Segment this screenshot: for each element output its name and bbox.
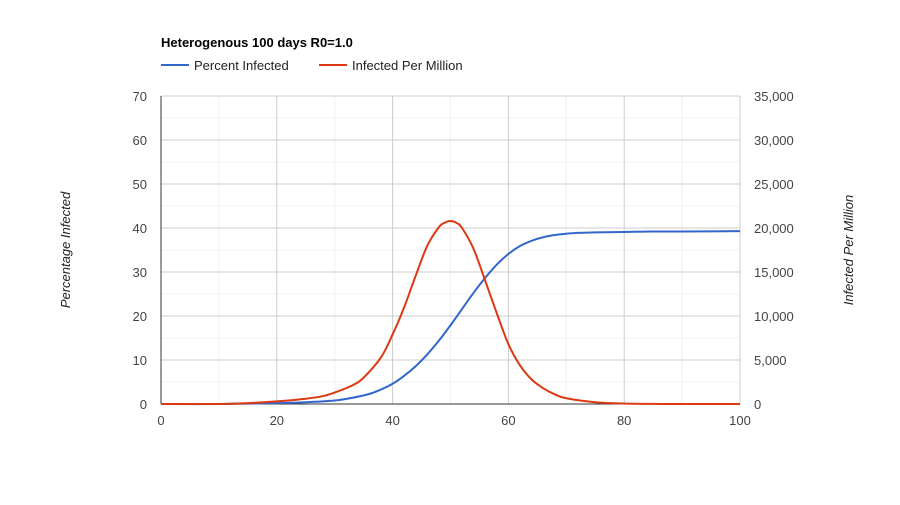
legend-label-infected-per-million: Infected Per Million: [352, 58, 463, 73]
y-right-axis-title: Infected Per Million: [841, 195, 856, 306]
x-tick-label: 20: [270, 413, 284, 428]
y-left-tick-label: 40: [133, 221, 147, 236]
y-left-tick-label: 50: [133, 177, 147, 192]
y-left-axis-title: Percentage Infected: [58, 191, 73, 308]
y-right-tick-label: 30,000: [754, 133, 794, 148]
legend-label-percent-infected: Percent Infected: [194, 58, 289, 73]
y-right-tick-label: 0: [754, 397, 761, 412]
y-left-tick-label: 10: [133, 353, 147, 368]
y-right-tick-label: 15,000: [754, 265, 794, 280]
legend: Percent Infected Infected Per Million: [161, 58, 463, 73]
y-left-tick-label: 70: [133, 89, 147, 104]
y-right-tick-label: 20,000: [754, 221, 794, 236]
y-left-tick-label: 0: [140, 397, 147, 412]
grid: [160, 95, 741, 405]
y-right-tick-label: 25,000: [754, 177, 794, 192]
series-lines: [160, 219, 741, 406]
x-tick-label: 60: [501, 413, 515, 428]
y-right-tick-label: 35,000: [754, 89, 794, 104]
tick-labels: 0 10 20 30 40 50 60 70 0 5,000 10,000 15,000 20,000 2…: [133, 89, 794, 428]
y-left-tick-label: 20: [133, 309, 147, 324]
x-tick-label: 40: [385, 413, 399, 428]
percent-infected-line: [160, 230, 741, 406]
y-right-tick-label: 10,000: [754, 309, 794, 324]
y-left-tick-label: 30: [133, 265, 147, 280]
x-tick-label: 0: [157, 413, 164, 428]
infected-per-million-line: [160, 219, 741, 406]
y-right-tick-label: 5,000: [754, 353, 787, 368]
x-tick-label: 80: [617, 413, 631, 428]
x-tick-label: 100: [729, 413, 751, 428]
chart-title: Heterogenous 100 days R0=1.0: [161, 35, 353, 50]
y-left-tick-label: 60: [133, 133, 147, 148]
